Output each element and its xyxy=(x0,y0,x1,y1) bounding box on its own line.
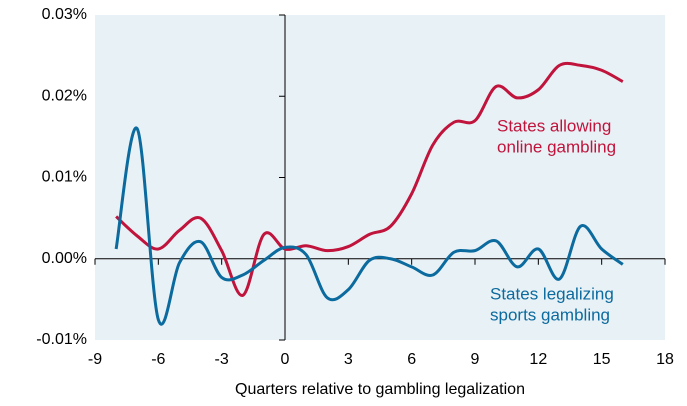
series-annotation: States legalizing xyxy=(490,284,614,303)
x-tick-label: 12 xyxy=(529,351,547,368)
x-tick-label: -6 xyxy=(151,351,165,368)
series-line xyxy=(115,61,624,297)
x-tick-label: 15 xyxy=(593,351,611,368)
series-annotation: States allowing xyxy=(497,116,611,135)
x-axis-label: Quarters relative to gambling legalizati… xyxy=(235,381,525,398)
x-tick-label: 18 xyxy=(656,351,674,368)
x-tick-label: -9 xyxy=(88,351,102,368)
y-tick-label: 0.03% xyxy=(42,6,87,23)
plot-background xyxy=(95,15,665,340)
series-line xyxy=(114,126,624,326)
series-annotation: sports gambling xyxy=(490,305,610,324)
y-tick-label: 0.02% xyxy=(42,87,87,104)
x-tick-label: -3 xyxy=(215,351,229,368)
x-tick-label: 0 xyxy=(281,351,290,368)
y-tick-label: 0.00% xyxy=(42,250,87,267)
y-tick-label: 0.01% xyxy=(42,169,87,186)
x-tick-label: 9 xyxy=(471,351,480,368)
x-tick-label: 3 xyxy=(344,351,353,368)
series-annotation: online gambling xyxy=(497,137,616,156)
x-tick-label: 6 xyxy=(407,351,416,368)
y-tick-label: -0.01% xyxy=(36,331,87,348)
